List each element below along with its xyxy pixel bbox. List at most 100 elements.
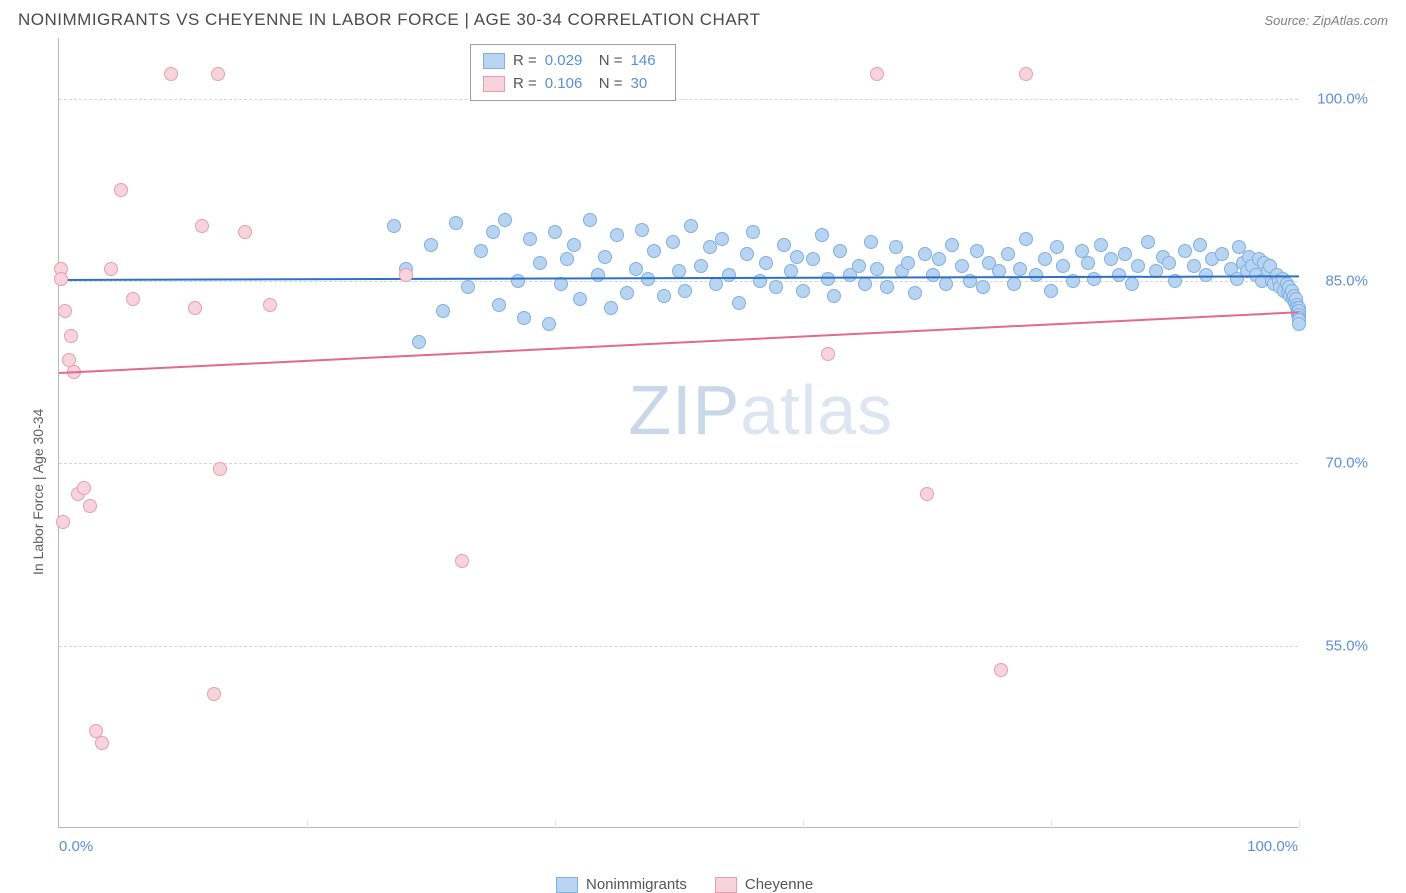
data-point: [1162, 256, 1176, 270]
data-point: [870, 67, 884, 81]
data-point: [114, 183, 128, 197]
data-point: [629, 262, 643, 276]
gridline-h: [59, 463, 1298, 464]
xtick-mark: [307, 820, 308, 828]
stat-r-label: R =: [513, 50, 537, 73]
data-point: [1292, 317, 1306, 331]
data-point: [58, 304, 72, 318]
legend-swatch: [715, 877, 737, 893]
data-point: [461, 280, 475, 294]
data-point: [195, 219, 209, 233]
data-point: [387, 219, 401, 233]
y-axis-label: In Labor Force | Age 30-34: [30, 409, 46, 575]
data-point: [598, 250, 612, 264]
source-label: Source: ZipAtlas.com: [1264, 13, 1388, 28]
data-point: [889, 240, 903, 254]
data-point: [83, 499, 97, 513]
data-point: [852, 259, 866, 273]
data-point: [790, 250, 804, 264]
data-point: [56, 515, 70, 529]
data-point: [517, 311, 531, 325]
trend-line: [59, 311, 1299, 374]
data-point: [1029, 268, 1043, 282]
stat-r-value: 0.029: [545, 50, 591, 73]
data-point: [864, 235, 878, 249]
data-point: [657, 289, 671, 303]
data-point: [815, 228, 829, 242]
stats-row: R = 0.029N = 146: [483, 50, 663, 73]
data-point: [806, 252, 820, 266]
data-point: [970, 244, 984, 258]
data-point: [620, 286, 634, 300]
data-point: [703, 240, 717, 254]
data-point: [666, 235, 680, 249]
data-point: [207, 687, 221, 701]
ytick-label: 85.0%: [1308, 273, 1368, 290]
data-point: [901, 256, 915, 270]
xtick-mark: [1051, 820, 1052, 828]
data-point: [126, 292, 140, 306]
series-name: Nonimmigrants: [586, 876, 687, 893]
data-point: [573, 292, 587, 306]
gridline-h: [59, 281, 1298, 282]
gridline-h: [59, 646, 1298, 647]
series-name: Cheyenne: [745, 876, 813, 893]
data-point: [1038, 252, 1052, 266]
data-point: [926, 268, 940, 282]
series-legend-item: Cheyenne: [715, 876, 813, 893]
legend-swatch: [483, 76, 505, 92]
gridline-h: [59, 99, 1298, 100]
data-point: [1193, 238, 1207, 252]
ytick-label: 55.0%: [1308, 637, 1368, 654]
data-point: [583, 213, 597, 227]
data-point: [994, 663, 1008, 677]
data-point: [238, 225, 252, 239]
data-point: [164, 67, 178, 81]
data-point: [1118, 247, 1132, 261]
data-point: [1050, 240, 1064, 254]
data-point: [455, 554, 469, 568]
stat-n-value: 146: [631, 50, 663, 73]
data-point: [533, 256, 547, 270]
data-point: [1094, 238, 1108, 252]
stats-legend: R = 0.029N = 146R = 0.106N = 30: [470, 44, 676, 101]
data-point: [399, 268, 413, 282]
data-point: [523, 232, 537, 246]
stats-row: R = 0.106N = 30: [483, 73, 663, 96]
data-point: [833, 244, 847, 258]
data-point: [955, 259, 969, 273]
series-legend-item: Nonimmigrants: [556, 876, 687, 893]
xtick-mark: [555, 820, 556, 828]
data-point: [1187, 259, 1201, 273]
data-point: [759, 256, 773, 270]
xtick-label-right: 100.0%: [1247, 838, 1298, 855]
data-point: [1125, 277, 1139, 291]
data-point: [908, 286, 922, 300]
data-point: [647, 244, 661, 258]
data-point: [740, 247, 754, 261]
data-point: [1044, 284, 1058, 298]
data-point: [567, 238, 581, 252]
data-point: [945, 238, 959, 252]
data-point: [104, 262, 118, 276]
data-point: [769, 280, 783, 294]
data-point: [870, 262, 884, 276]
data-point: [436, 304, 450, 318]
ytick-label: 100.0%: [1308, 90, 1368, 107]
data-point: [54, 272, 68, 286]
xtick-label-left: 0.0%: [59, 838, 93, 855]
data-point: [777, 238, 791, 252]
data-point: [1019, 232, 1033, 246]
data-point: [1019, 67, 1033, 81]
data-point: [1141, 235, 1155, 249]
data-point: [511, 274, 525, 288]
data-point: [548, 225, 562, 239]
data-point: [1104, 252, 1118, 266]
series-legend: Nonimmigrants Cheyenne: [556, 876, 813, 893]
data-point: [211, 67, 225, 81]
legend-swatch: [556, 877, 578, 893]
data-point: [722, 268, 736, 282]
data-point: [492, 298, 506, 312]
data-point: [77, 481, 91, 495]
data-point: [591, 268, 605, 282]
